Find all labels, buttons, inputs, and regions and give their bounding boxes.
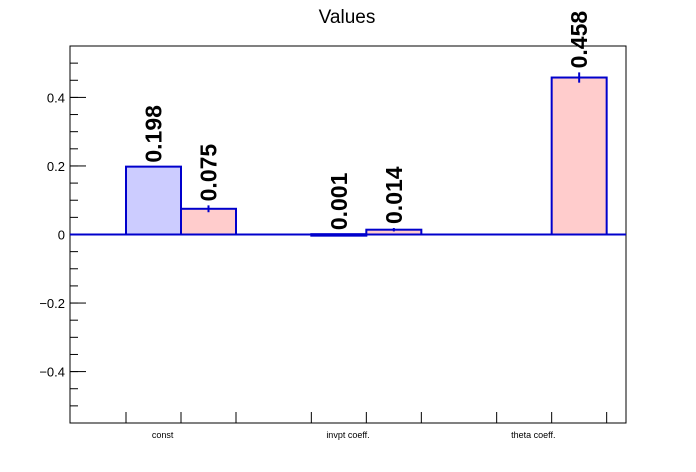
data-label: 0.458 <box>566 11 592 69</box>
y-tick-label: 0.4 <box>47 90 65 105</box>
y-tick-label: 0 <box>58 228 65 243</box>
x-category-label: theta coeff. <box>511 430 555 440</box>
data-label: 0.075 <box>196 144 222 202</box>
bar <box>180 207 237 236</box>
y-tick-label: −0.4 <box>39 365 65 380</box>
bar <box>550 76 608 236</box>
y-tick-label: −0.2 <box>39 296 65 311</box>
bar <box>125 165 182 236</box>
x-category-label: const <box>152 430 174 440</box>
data-label: 0.001 <box>326 172 352 230</box>
data-label: 0.198 <box>141 105 167 163</box>
y-tick-label: 0.2 <box>47 159 65 174</box>
data-label: 0.014 <box>381 166 407 224</box>
chart-title: Values <box>319 7 376 28</box>
x-category-label: invpt coeff. <box>326 430 369 440</box>
